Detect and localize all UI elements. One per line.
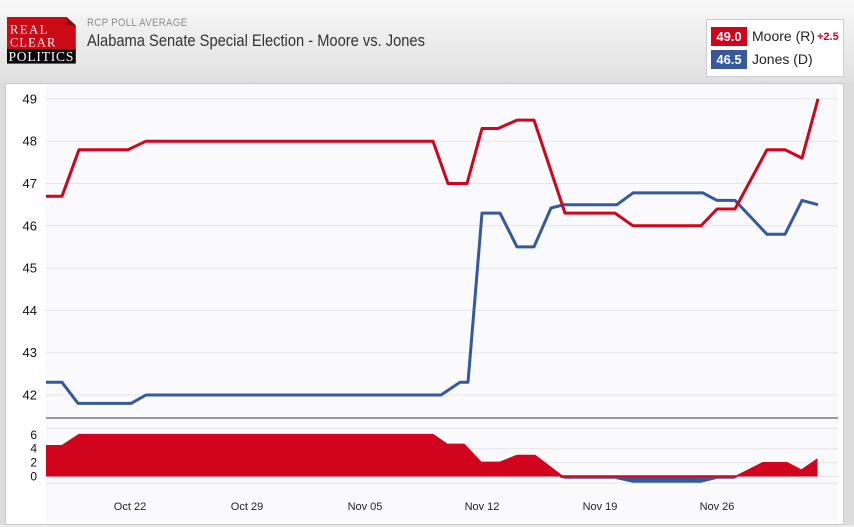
svg-text:6: 6 — [30, 428, 37, 442]
svg-text:Nov 19: Nov 19 — [583, 501, 618, 513]
svg-text:2: 2 — [30, 456, 37, 470]
svg-text:Oct 22: Oct 22 — [114, 501, 146, 513]
svg-text:POLITICS: POLITICS — [9, 49, 75, 64]
svg-text:CLEAR: CLEAR — [10, 36, 56, 50]
svg-text:REAL: REAL — [10, 22, 49, 36]
svg-text:Nov 12: Nov 12 — [465, 501, 500, 513]
svg-text:0: 0 — [30, 470, 37, 484]
svg-text:48: 48 — [23, 134, 37, 149]
svg-text:47: 47 — [23, 176, 37, 191]
svg-text:46: 46 — [23, 218, 37, 233]
svg-text:49: 49 — [23, 91, 37, 106]
svg-text:Nov 26: Nov 26 — [700, 501, 735, 513]
svg-text:43: 43 — [23, 345, 37, 360]
svg-text:45: 45 — [23, 261, 37, 276]
svg-text:44: 44 — [23, 303, 37, 318]
svg-text:4: 4 — [30, 442, 37, 456]
svg-text:Oct 29: Oct 29 — [231, 501, 263, 513]
svg-text:Nov 05: Nov 05 — [348, 501, 383, 513]
svg-text:42: 42 — [23, 388, 37, 403]
